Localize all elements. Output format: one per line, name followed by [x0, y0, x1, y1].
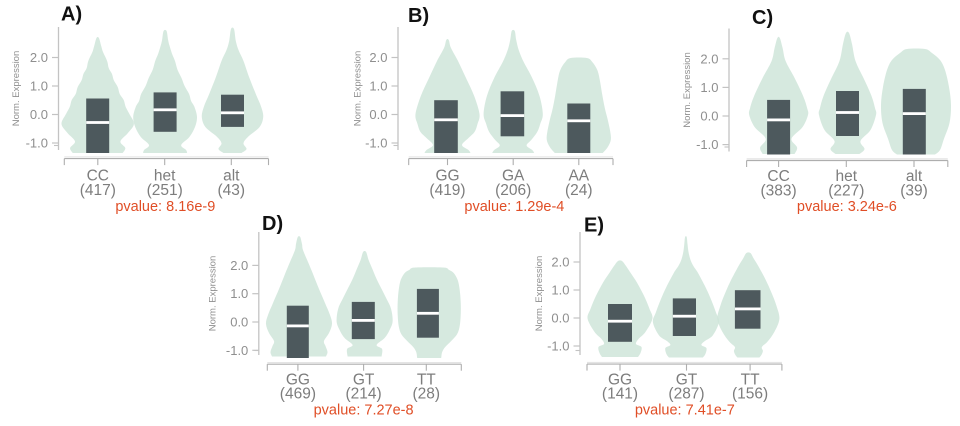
svg-text:GG: GG: [286, 371, 310, 388]
svg-text:(214): (214): [346, 385, 382, 402]
svg-text:2.0: 2.0: [369, 50, 387, 65]
svg-text:C): C): [752, 7, 773, 29]
svg-text:A): A): [61, 4, 82, 26]
svg-text:(417): (417): [80, 182, 116, 199]
svg-text:(287): (287): [668, 385, 704, 402]
svg-text:(39): (39): [900, 183, 928, 200]
svg-text:(383): (383): [761, 183, 797, 200]
svg-text:2.0: 2.0: [700, 51, 718, 66]
svg-text:-1.0: -1.0: [226, 343, 248, 358]
svg-text:GG: GG: [435, 167, 459, 184]
svg-text:(469): (469): [280, 385, 316, 402]
svg-text:1.0: 1.0: [700, 80, 718, 95]
svg-text:het: het: [154, 167, 176, 184]
svg-text:(251): (251): [147, 182, 183, 199]
svg-text:Norm. Expression: Norm. Expression: [353, 51, 364, 127]
svg-text:pvalue: 3.24e-6: pvalue: 3.24e-6: [797, 199, 897, 215]
svg-text:0.0: 0.0: [369, 107, 387, 122]
svg-text:E): E): [584, 215, 604, 237]
svg-text:-1.0: -1.0: [696, 137, 718, 152]
svg-text:Norm. Expression: Norm. Expression: [682, 52, 693, 128]
svg-text:Norm. Expression: Norm. Expression: [208, 256, 219, 332]
svg-text:1.0: 1.0: [369, 79, 387, 94]
svg-text:2.0: 2.0: [30, 50, 48, 65]
svg-text:B): B): [408, 5, 429, 27]
svg-text:2.0: 2.0: [551, 255, 569, 270]
svg-text:(206): (206): [495, 182, 531, 199]
svg-text:(419): (419): [429, 182, 465, 199]
svg-text:GT: GT: [353, 371, 375, 388]
svg-text:(24): (24): [565, 182, 593, 199]
svg-text:AA: AA: [568, 167, 589, 184]
svg-text:(156): (156): [732, 385, 768, 402]
svg-text:(43): (43): [218, 182, 246, 199]
svg-text:-1.0: -1.0: [26, 136, 48, 151]
svg-text:GA: GA: [502, 167, 525, 184]
svg-text:pvalue: 1.29e-4: pvalue: 1.29e-4: [464, 199, 564, 215]
svg-text:het: het: [836, 168, 858, 185]
svg-text:pvalue: 7.27e-8: pvalue: 7.27e-8: [314, 402, 414, 418]
svg-text:1.0: 1.0: [551, 283, 569, 298]
svg-text:pvalue: 7.41e-7: pvalue: 7.41e-7: [635, 402, 735, 418]
svg-text:1.0: 1.0: [230, 286, 248, 301]
svg-text:TT: TT: [741, 371, 760, 388]
svg-text:TT: TT: [417, 371, 436, 388]
svg-text:0.0: 0.0: [230, 315, 248, 330]
svg-text:D): D): [262, 213, 283, 235]
svg-text:-1.0: -1.0: [547, 339, 569, 354]
svg-text:Norm. Expression: Norm. Expression: [11, 51, 22, 127]
svg-text:Norm. Expression: Norm. Expression: [534, 256, 545, 332]
svg-text:(141): (141): [602, 385, 638, 402]
svg-text:CC: CC: [87, 167, 109, 184]
svg-text:(227): (227): [828, 183, 864, 200]
svg-text:2.0: 2.0: [230, 258, 248, 273]
svg-text:pvalue: 8.16e-9: pvalue: 8.16e-9: [115, 199, 215, 215]
svg-text:1.0: 1.0: [30, 79, 48, 94]
svg-text:0.0: 0.0: [30, 107, 48, 122]
svg-text:0.0: 0.0: [700, 109, 718, 124]
svg-text:(28): (28): [413, 385, 441, 402]
svg-text:-1.0: -1.0: [365, 136, 387, 151]
svg-text:alt: alt: [906, 168, 923, 185]
svg-text:GT: GT: [676, 371, 698, 388]
svg-text:alt: alt: [223, 167, 240, 184]
svg-text:GG: GG: [608, 371, 632, 388]
svg-text:0.0: 0.0: [551, 311, 569, 326]
svg-text:CC: CC: [767, 168, 789, 185]
